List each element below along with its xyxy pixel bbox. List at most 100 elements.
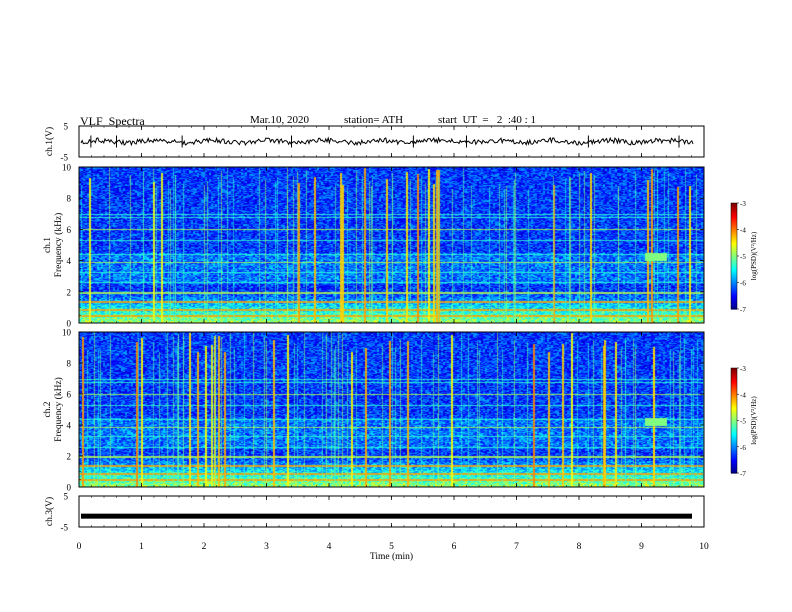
colorbar-segment — [731, 284, 737, 287]
colorbar-segment — [731, 369, 737, 373]
colorbar-segment — [731, 247, 737, 250]
colorbar-segment — [731, 466, 737, 469]
colorbar-label: log(PSD)(V²/Hz) — [750, 231, 758, 280]
y-axis-label-channel: ch.2 — [43, 401, 53, 417]
spectrogram-ch1 — [79, 167, 704, 323]
colorbar-segment — [731, 411, 737, 415]
y-tick-label: 10 — [62, 163, 72, 173]
colorbar-segment — [731, 368, 737, 371]
colorbar-segment — [731, 238, 737, 241]
colorbar-segment — [731, 450, 737, 453]
colorbar-segment — [731, 252, 737, 255]
colorbar-segment — [731, 467, 737, 471]
x-tick-label: 1 — [139, 542, 144, 552]
colorbar-tick-label: -4 — [740, 227, 746, 235]
y-tick-label: -5 — [61, 523, 69, 533]
colorbar-tick-label: -5 — [740, 418, 746, 426]
y-tick-label: 4 — [67, 421, 72, 431]
colorbar-segment — [731, 280, 737, 284]
colorbar-segment — [731, 294, 737, 298]
panel-frame — [78, 495, 705, 528]
colorbar-segment — [731, 282, 737, 285]
colorbar-segment — [731, 236, 737, 239]
colorbar-segment — [731, 432, 737, 436]
colorbar-segment — [731, 256, 737, 259]
colorbar-ch2: -3 -4 -5 -6 -7 log(PSD)(V²/Hz) — [730, 365, 758, 478]
y-axis-label-frequency: Frequency (kHz) — [53, 377, 64, 442]
colorbar-segment — [731, 460, 737, 464]
colorbar-segment — [731, 403, 737, 406]
colorbar-segment — [731, 206, 737, 209]
colorbar-segment — [731, 211, 737, 215]
colorbar-segment — [731, 410, 737, 413]
y-tick-label: 8 — [67, 194, 72, 204]
colorbar-tick-label: -3 — [740, 365, 746, 373]
colorbar-segment — [731, 448, 737, 451]
colorbar-segment — [731, 213, 737, 216]
x-tick-label: 4 — [327, 542, 332, 552]
colorbar-segment — [731, 425, 737, 429]
colorbar-segment — [731, 443, 737, 446]
colorbar-segment — [731, 275, 737, 278]
y-axis-label-frequency: Frequency (kHz) — [53, 213, 64, 278]
y-tick-label: 6 — [67, 225, 72, 235]
y-axis-label: ch.1(V) — [44, 127, 55, 156]
colorbar-segment — [731, 446, 737, 450]
y-axis-label-channel: ch.1 — [43, 237, 53, 253]
y-tick-label: 5 — [64, 492, 69, 502]
colorbar-segment — [731, 378, 737, 381]
colorbar-segment — [731, 427, 737, 430]
colorbar-segment — [731, 234, 737, 238]
colorbar-segment — [731, 273, 737, 277]
colorbar-segment — [731, 241, 737, 245]
spectrogram-ch2 — [79, 332, 704, 487]
date-label: Mar.10, 2020 — [250, 114, 309, 126]
colorbar-segment — [731, 222, 737, 225]
y-tick-label: 5 — [64, 122, 69, 132]
colorbar-segment — [731, 471, 737, 474]
colorbar-segment — [731, 298, 737, 301]
colorbar-segment — [731, 415, 737, 418]
colorbar-segment — [731, 387, 737, 390]
colorbar-segment — [731, 287, 737, 291]
colorbar-segment — [731, 289, 737, 292]
x-tick-label: 6 — [452, 542, 457, 552]
colorbar-tick-label: -6 — [740, 280, 746, 288]
colorbar-segment — [731, 259, 737, 262]
y-tick-label: 0 — [67, 483, 72, 493]
colorbar-tick-label: -7 — [740, 306, 746, 314]
colorbar-segment — [731, 215, 737, 218]
x-tick-label: 8 — [577, 542, 582, 552]
colorbar-segment — [731, 303, 737, 307]
colorbar-segment — [731, 277, 737, 280]
x-tick-label: 5 — [389, 542, 394, 552]
colorbar-segment — [731, 389, 737, 392]
colorbar-label: log(PSD)(V²/Hz) — [750, 396, 758, 445]
colorbar-segment — [731, 248, 737, 252]
colorbar-segment — [731, 250, 737, 254]
colorbar-segment — [731, 245, 737, 248]
colorbar-segment — [731, 291, 737, 294]
y-tick-label: 2 — [67, 287, 72, 297]
colorbar-segment — [731, 231, 737, 234]
colorbar-segment — [731, 217, 737, 220]
colorbar-segment — [731, 452, 737, 455]
colorbar-segment — [731, 417, 737, 420]
colorbar-segment — [731, 396, 737, 399]
colorbar-segment — [731, 464, 737, 467]
ch3-waveform-line — [81, 513, 692, 519]
colorbar-segment — [731, 431, 737, 434]
colorbar-segment — [731, 392, 737, 395]
colorbar-segment — [731, 286, 737, 289]
colorbar-segment — [731, 380, 737, 383]
colorbar-segment — [731, 204, 737, 208]
colorbar-segment — [731, 438, 737, 441]
colorbar-segment — [731, 218, 737, 222]
colorbar-segment — [731, 382, 737, 385]
colorbar-segment — [731, 375, 737, 378]
colorbar-segment — [731, 424, 737, 427]
colorbar-segment — [731, 469, 737, 472]
colorbar-segment — [731, 422, 737, 425]
colorbar-segment — [731, 203, 737, 206]
